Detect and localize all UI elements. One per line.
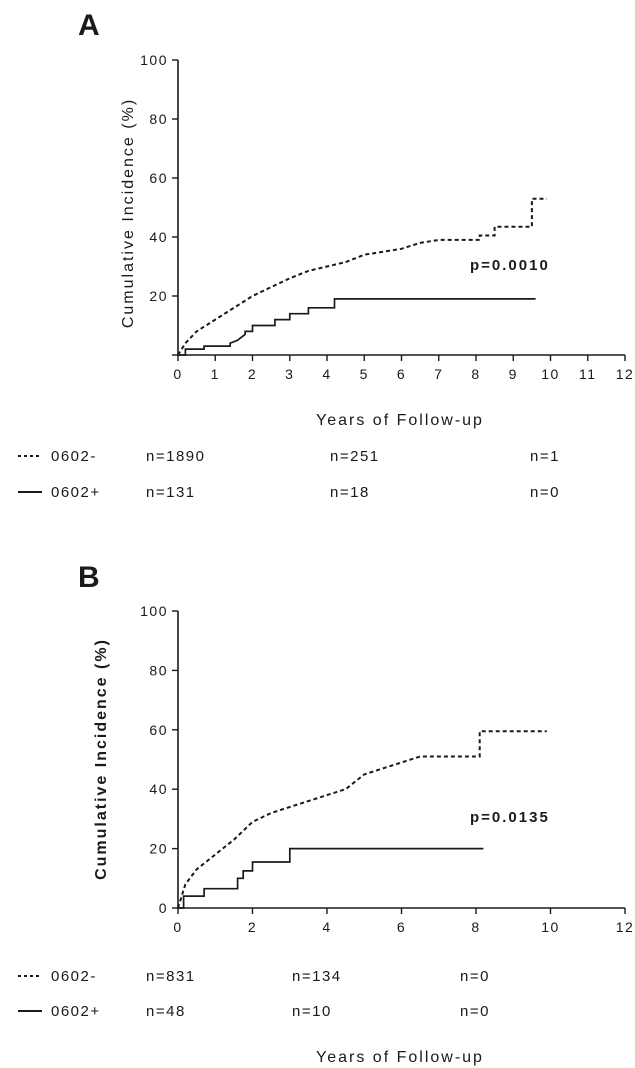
x-tick-label: 8 — [471, 919, 480, 935]
y-tick-label: 80 — [149, 111, 168, 127]
series-line-negative — [177, 730, 547, 909]
risk-count: n=134 — [292, 968, 342, 985]
risk-count: n=831 — [146, 968, 196, 985]
x-tick-label: 2 — [248, 366, 257, 382]
panel-b-y-axis-title: Cumulative Incidence (%) — [93, 638, 110, 880]
legend-label: 0602+ — [51, 1003, 101, 1020]
x-tick-label: 4 — [322, 919, 331, 935]
risk-count: n=0 — [460, 1003, 490, 1020]
series-line-positive — [178, 298, 536, 356]
y-tick-label: 0 — [159, 900, 168, 916]
risk-count: n=1 — [530, 448, 560, 465]
x-tick-label: 3 — [285, 366, 294, 382]
risk-count: n=131 — [146, 484, 196, 501]
risk-count: n=251 — [330, 448, 380, 465]
panel-b-label: B — [78, 561, 100, 594]
legend-label: 0602+ — [51, 484, 101, 501]
x-tick-label: 10 — [541, 366, 560, 382]
risk-count: n=0 — [460, 968, 490, 985]
x-tick-label: 0 — [173, 366, 182, 382]
y-tick-label: 80 — [149, 662, 168, 678]
x-tick-label: 0 — [173, 919, 182, 935]
x-tick-label: 9 — [509, 366, 518, 382]
x-tick-label: 11 — [579, 366, 597, 382]
legend-label: 0602- — [51, 968, 97, 985]
risk-count: n=18 — [330, 484, 370, 501]
panel-b-x-axis-title: Years of Follow-up — [316, 1049, 484, 1066]
risk-count: n=0 — [530, 484, 560, 501]
y-tick-label: 60 — [149, 170, 168, 186]
x-tick-label: 5 — [360, 366, 369, 382]
risk-count: n=10 — [292, 1003, 332, 1020]
y-tick-label: 100 — [140, 52, 168, 68]
y-tick-label: 60 — [149, 722, 168, 738]
x-tick-label: 6 — [397, 919, 406, 935]
y-tick-label: 40 — [149, 781, 168, 797]
panel-a-p-value: p=0.0010 — [470, 257, 550, 274]
panel-a-x-axis-title: Years of Follow-up — [316, 412, 484, 429]
y-tick-label: 20 — [149, 288, 168, 304]
y-tick-label: 40 — [149, 229, 168, 245]
panel-a-y-axis-title: Cumulative Incidence (%) — [120, 98, 137, 328]
x-tick-label: 8 — [471, 366, 480, 382]
panel-b-p-value: p=0.0135 — [470, 809, 550, 826]
legend-label: 0602- — [51, 448, 97, 465]
x-tick-label: 12 — [616, 366, 635, 382]
x-tick-label: 2 — [248, 919, 257, 935]
x-tick-label: 6 — [397, 366, 406, 382]
risk-count: n=1890 — [146, 448, 205, 465]
series-line-positive — [178, 847, 484, 909]
series-line-negative — [177, 197, 547, 356]
x-tick-label: 10 — [541, 919, 560, 935]
y-tick-label: 100 — [140, 603, 168, 619]
x-tick-label: 7 — [434, 366, 443, 382]
x-tick-label: 1 — [211, 366, 220, 382]
x-tick-label: 12 — [616, 919, 635, 935]
y-tick-label: 20 — [149, 841, 168, 857]
x-tick-label: 4 — [322, 366, 331, 382]
panel-a-label: A — [78, 9, 100, 42]
risk-count: n=48 — [146, 1003, 186, 1020]
panel-b: B 0 2 4 6 8 10 12 0 20 40 60 80 100 Cumulative Incid… — [18, 561, 635, 1066]
